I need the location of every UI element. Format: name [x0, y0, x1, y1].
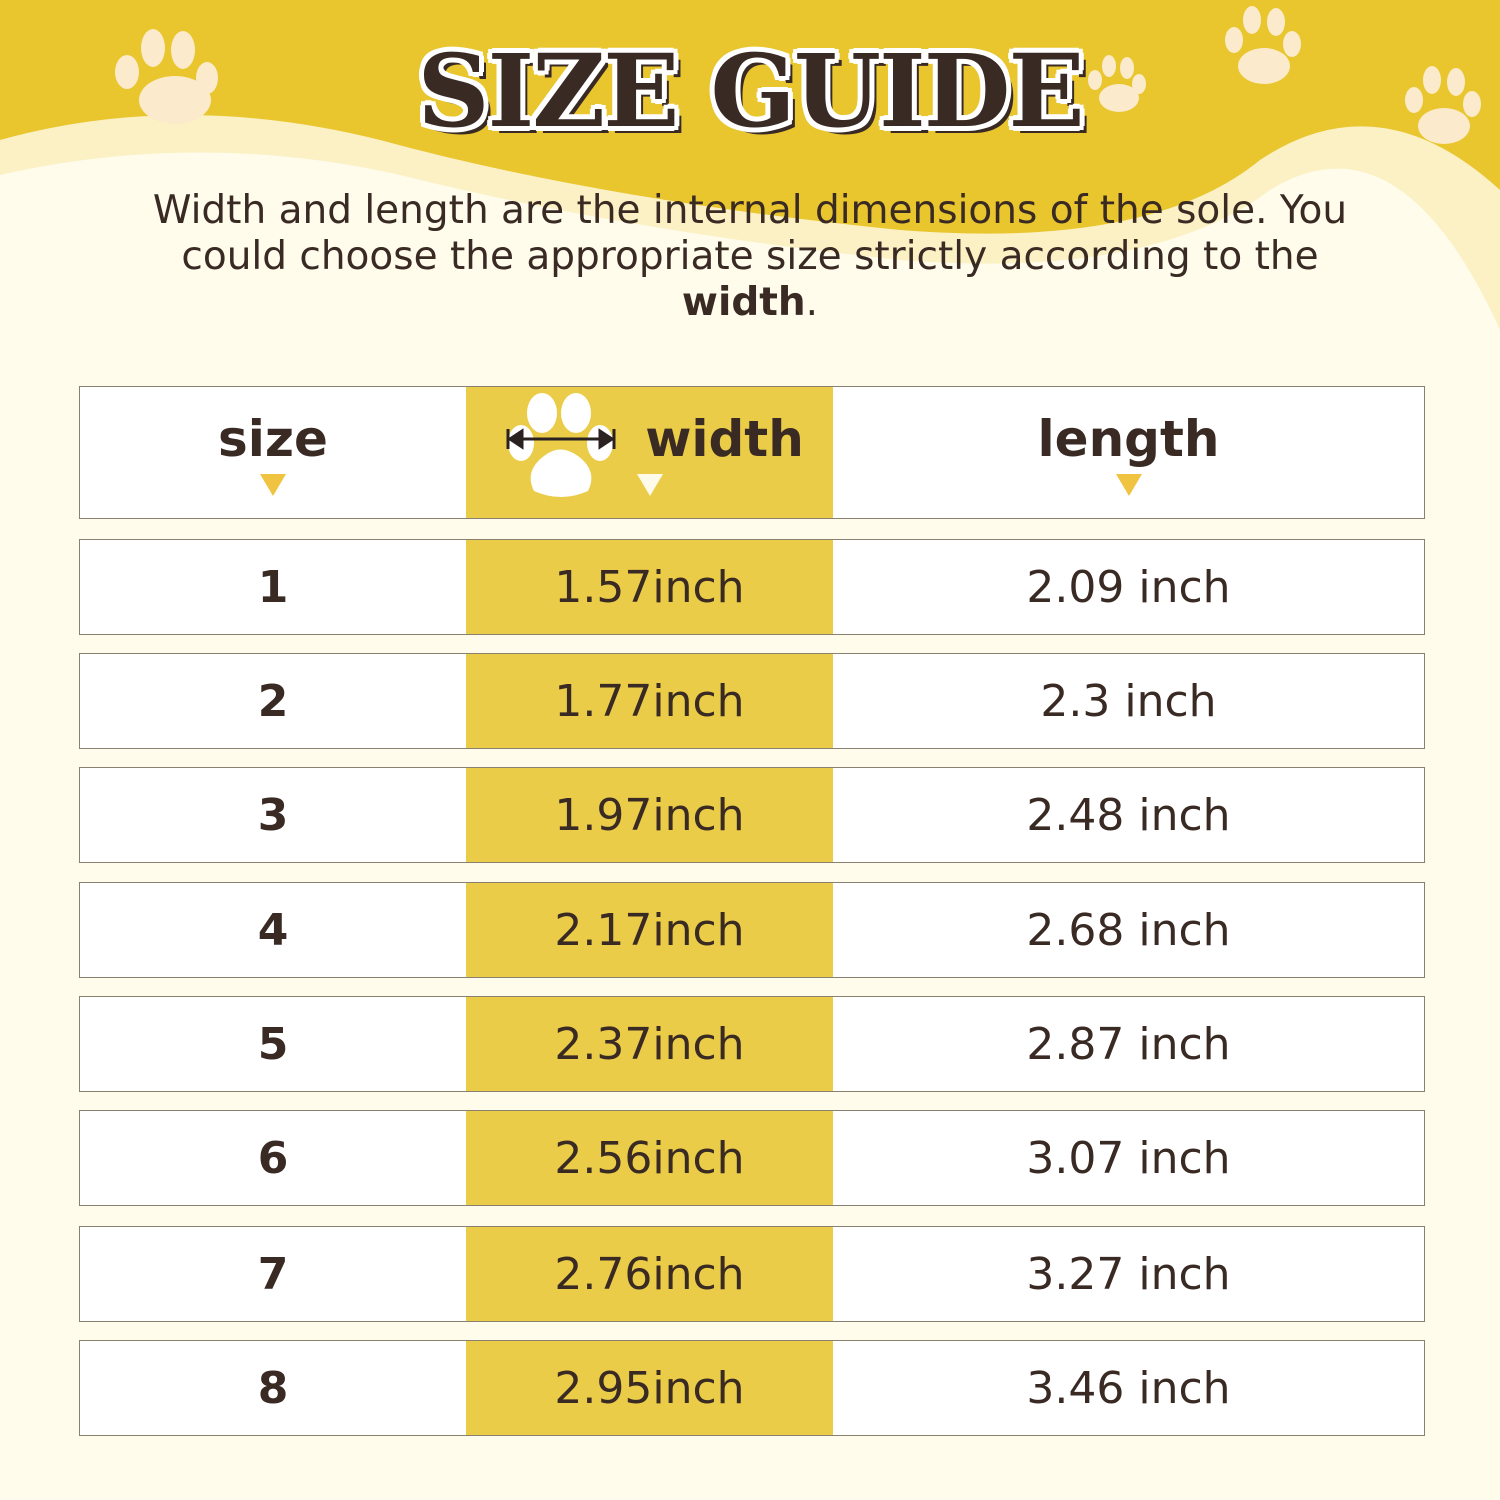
size-cell: 7	[257, 1248, 289, 1300]
length-cell: 3.07 inch	[1026, 1132, 1231, 1184]
length-cell: 2.87 inch	[1026, 1018, 1231, 1070]
length-cell: 2.3 inch	[1040, 675, 1217, 727]
table-row: 1 1.57inch 2.09 inch	[79, 539, 1425, 635]
table-row: 7 2.76inch 3.27 inch	[79, 1226, 1425, 1322]
triangle-down-icon	[636, 473, 663, 496]
description-period: .	[805, 280, 819, 325]
size-cell: 2	[257, 675, 289, 727]
description-text: Width and length are the internal dimens…	[152, 188, 1348, 279]
header-size-label: size	[218, 409, 328, 468]
width-cell: 2.95inch	[466, 1341, 833, 1435]
size-cell: 5	[257, 1018, 289, 1070]
table-header-row: size width length	[79, 386, 1425, 519]
size-cell: 1	[257, 561, 289, 613]
width-cell: 2.56inch	[466, 1111, 833, 1205]
paw-print-decorations	[115, 6, 1481, 144]
width-cell: 1.77inch	[466, 654, 833, 748]
header-length-label: length	[1037, 409, 1220, 468]
table-row: 8 2.95inch 3.46 inch	[79, 1340, 1425, 1436]
size-cell: 8	[257, 1362, 289, 1414]
header-width-label: width	[645, 409, 804, 468]
width-cell: 1.97inch	[466, 768, 833, 862]
size-cell: 4	[257, 904, 289, 956]
table-row: 5 2.37inch 2.87 inch	[79, 996, 1425, 1092]
paw-width-measure-icon	[506, 393, 616, 497]
table-row: 2 1.77inch 2.3 inch	[79, 653, 1425, 749]
table-row: 3 1.97inch 2.48 inch	[79, 767, 1425, 863]
header-width: width	[466, 387, 833, 518]
size-cell: 3	[257, 789, 289, 841]
page-title: SIZE GUIDE	[417, 32, 1084, 150]
width-cell: 2.37inch	[466, 997, 833, 1091]
header-length: length	[833, 387, 1424, 518]
header-size: size	[80, 387, 466, 518]
width-cell: 2.17inch	[466, 883, 833, 977]
triangle-down-icon	[1115, 473, 1142, 496]
length-cell: 2.48 inch	[1026, 789, 1231, 841]
size-guide-description: Width and length are the internal dimens…	[150, 188, 1350, 326]
description-bold-word: width	[681, 280, 806, 325]
size-cell: 6	[257, 1132, 289, 1184]
length-cell: 2.09 inch	[1026, 561, 1231, 613]
length-cell: 3.27 inch	[1026, 1248, 1231, 1300]
table-row: 6 2.56inch 3.07 inch	[79, 1110, 1425, 1206]
length-cell: 2.68 inch	[1026, 904, 1231, 956]
triangle-down-icon	[260, 473, 286, 496]
width-cell: 2.76inch	[466, 1227, 833, 1321]
table-row: 4 2.17inch 2.68 inch	[79, 882, 1425, 978]
length-cell: 3.46 inch	[1026, 1362, 1231, 1414]
width-cell: 1.57inch	[466, 540, 833, 634]
